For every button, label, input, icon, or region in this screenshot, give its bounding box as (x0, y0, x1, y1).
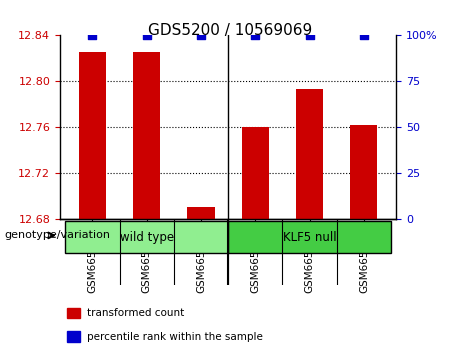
Text: transformed count: transformed count (87, 308, 184, 318)
Point (306, 33, 313, 38)
Text: wild type: wild type (120, 231, 174, 244)
Point (143, 33, 150, 38)
Text: percentile rank within the sample: percentile rank within the sample (87, 332, 263, 342)
Point (89, 33, 96, 38)
FancyBboxPatch shape (228, 221, 391, 253)
Bar (296, 90, 323, 219)
Bar (242, 127, 269, 219)
Text: GDS5200 / 10569069: GDS5200 / 10569069 (148, 23, 313, 38)
FancyBboxPatch shape (65, 221, 228, 253)
Bar (133, 51, 160, 219)
Bar (67, 308, 80, 319)
Text: genotype/variation: genotype/variation (5, 230, 111, 240)
Bar (67, 331, 80, 342)
Point (197, 33, 205, 38)
Bar (79, 51, 106, 219)
Point (252, 33, 259, 38)
Bar (188, 207, 215, 219)
Point (360, 33, 367, 38)
Text: KLF5 null: KLF5 null (283, 231, 337, 244)
Bar (350, 125, 378, 219)
